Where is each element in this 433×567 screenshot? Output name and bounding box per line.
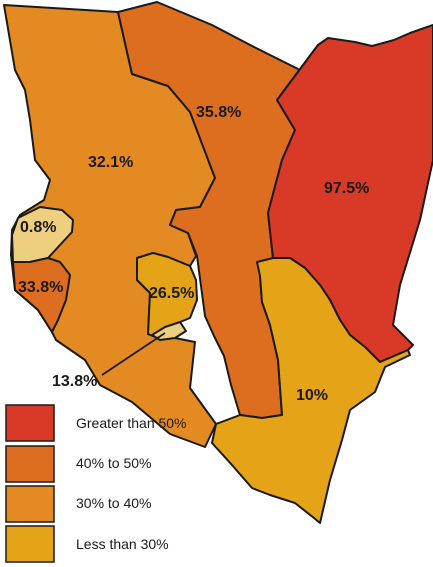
region-coast (211, 257, 411, 524)
legend-swatch-30-to-40 (5, 485, 55, 523)
legend-swatch-40-to-50 (5, 445, 55, 483)
region-label-coast: 10% (296, 387, 328, 404)
legend-label-30-to-40: 30% to 40% (76, 495, 152, 511)
region-central (136, 252, 198, 339)
region-label-nairobi: 13.8% (52, 373, 97, 390)
region-label-marsabit: 35.8% (196, 104, 241, 121)
legend-label-less-than-30: Less than 30% (76, 536, 169, 552)
region-label-nyanza: 33.8% (18, 279, 63, 296)
region-western (11, 206, 74, 263)
legend-label-greater-than-50: Greater than 50% (76, 415, 187, 431)
nairobi-pointer-line (101, 332, 166, 376)
region-label-north-eastern: 97.5% (324, 180, 369, 197)
legend: Greater than 50% 40% to 50% 30% to 40% L… (5, 404, 187, 563)
legend-swatch-less-than-30 (5, 525, 55, 563)
region-label-western: 0.8% (20, 219, 56, 236)
legend-label-40-to-50: 40% to 50% (76, 455, 152, 471)
region-label-central: 26.5% (149, 285, 194, 302)
region-nyanza (12, 257, 71, 333)
legend-swatch-greater-than-50 (5, 404, 55, 442)
region-label-turkana: 32.1% (88, 154, 133, 171)
